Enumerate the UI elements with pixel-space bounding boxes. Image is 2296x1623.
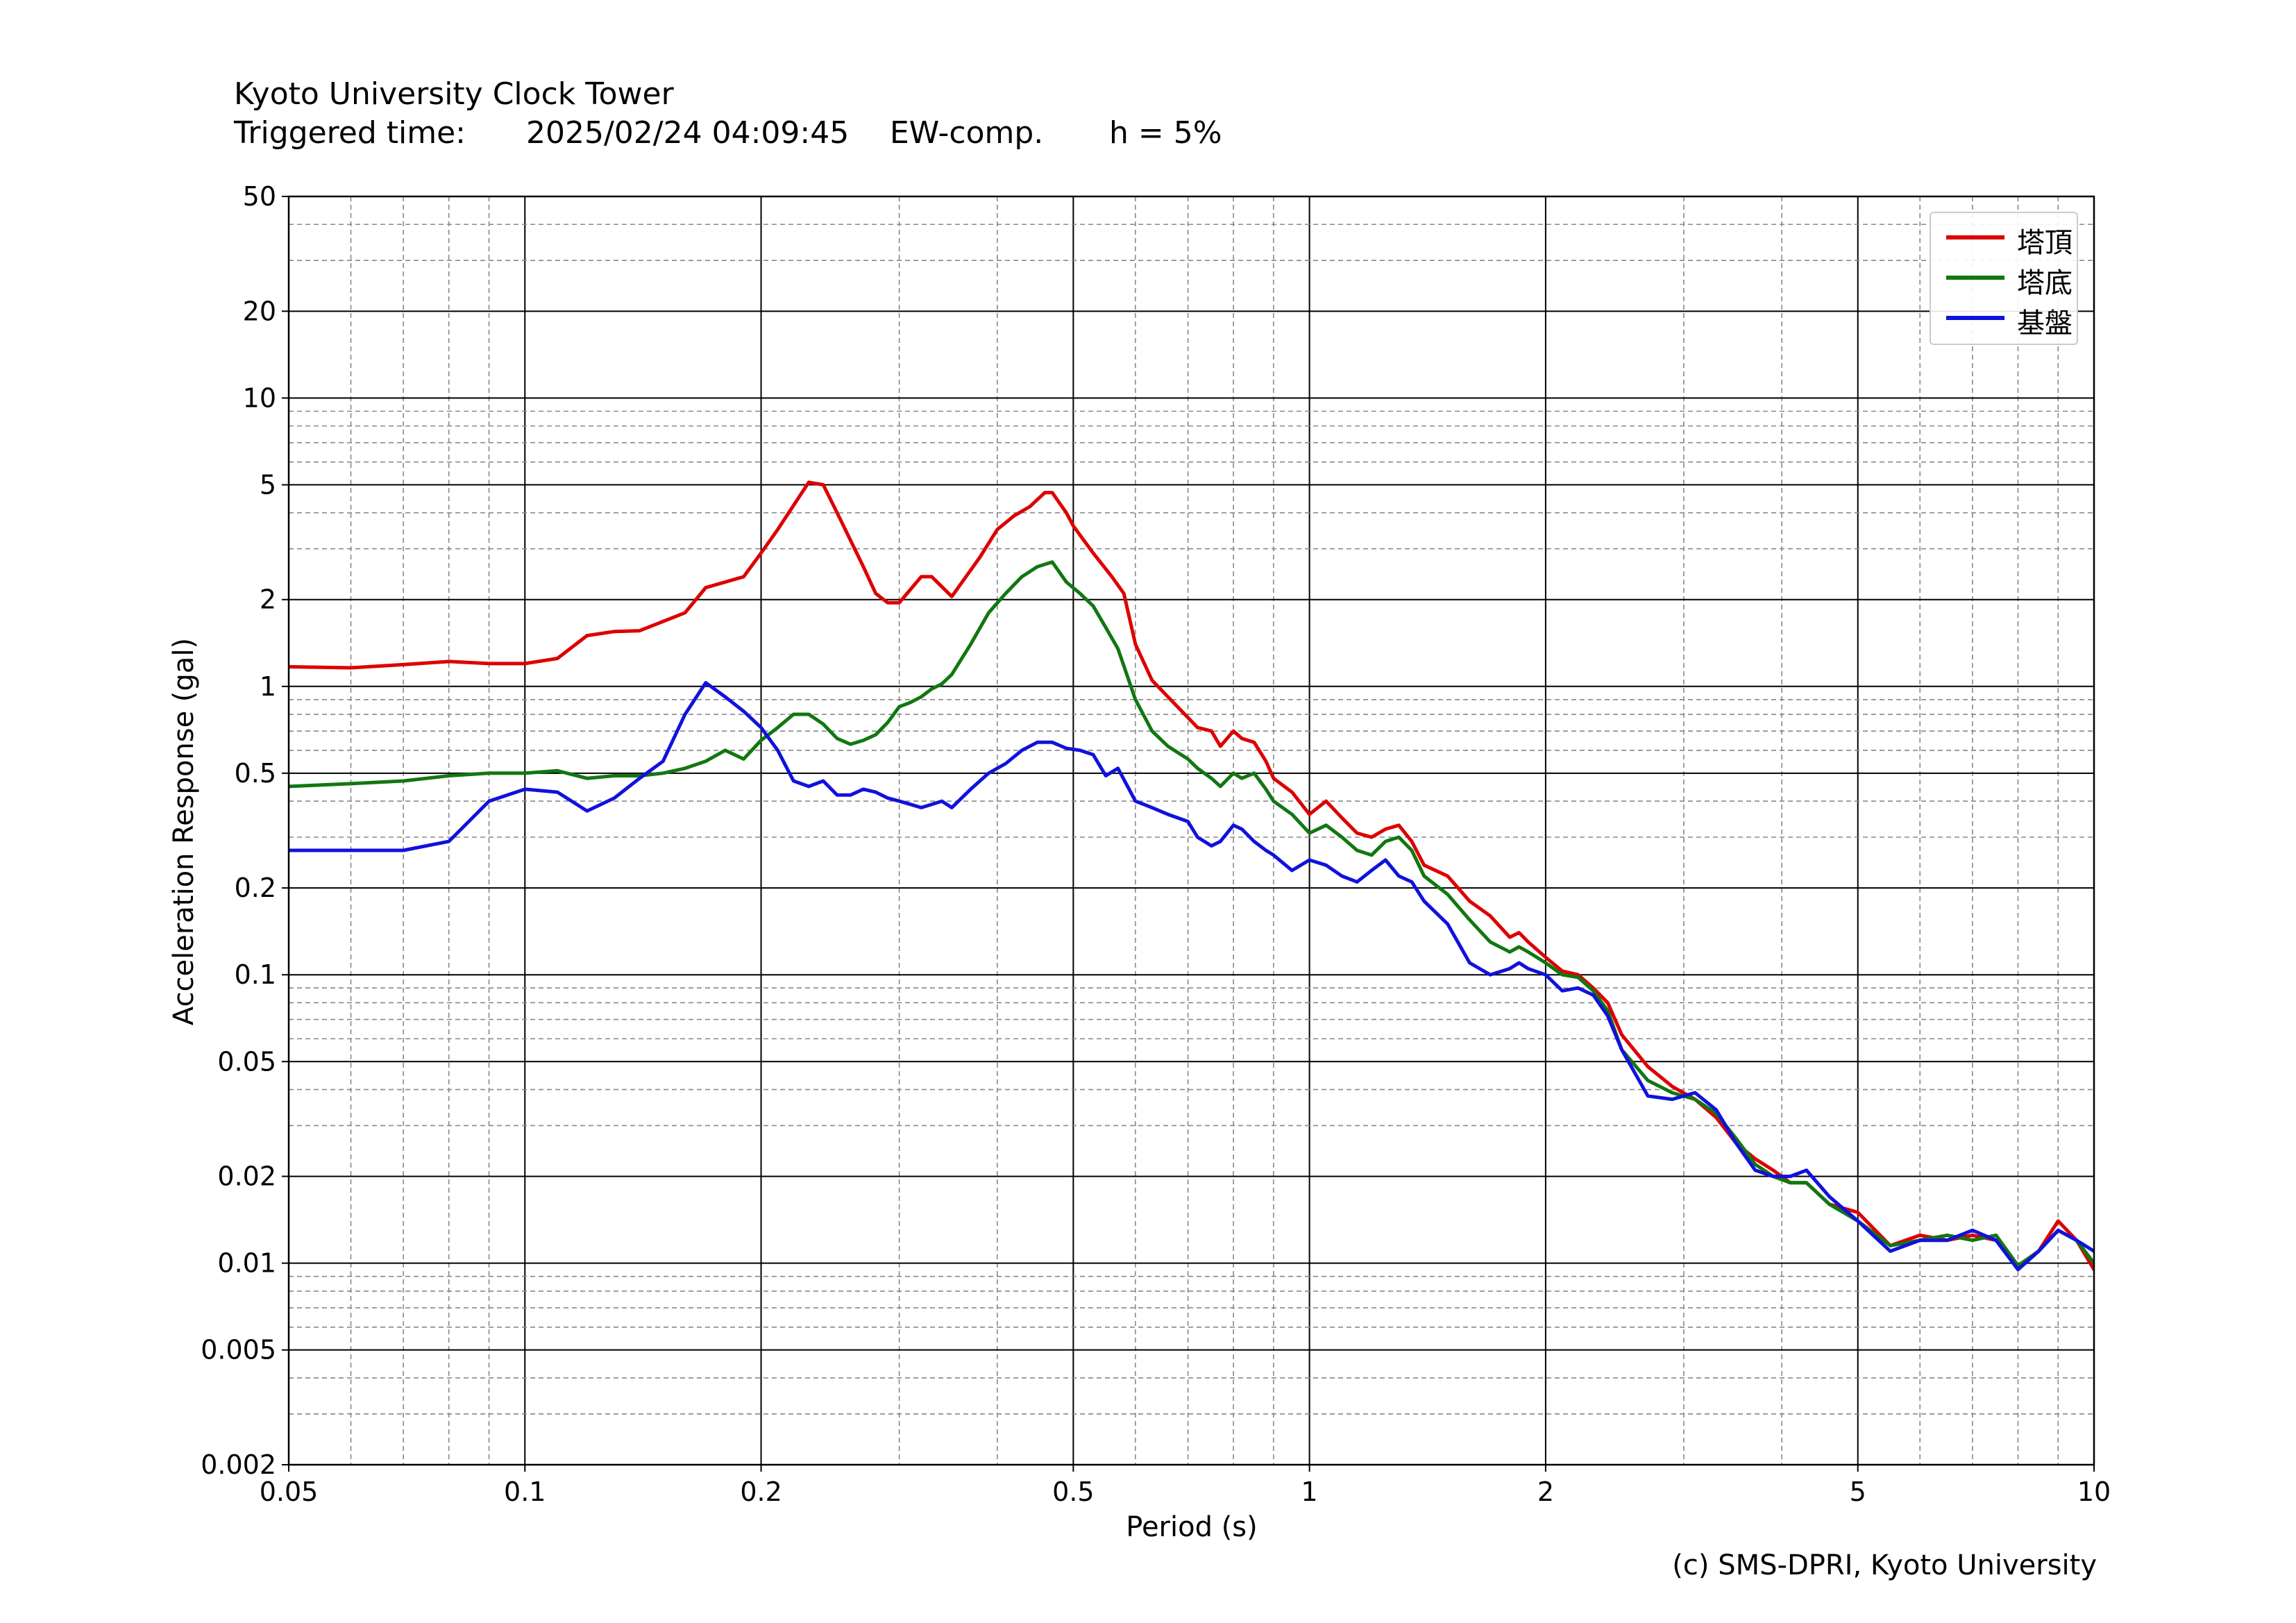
triggered-time: 2025/02/24 04:09:45: [526, 115, 850, 151]
legend-item-tower-top: 塔頂: [1931, 217, 2077, 259]
damping-label: h = 5%: [1109, 115, 1222, 151]
y-tick-label: 0.2: [235, 873, 276, 903]
x-tick-label: 0.1: [504, 1477, 546, 1507]
component-label: EW-comp.: [890, 115, 1044, 151]
y-tick-label: 10: [243, 382, 276, 413]
x-tick-label: 1: [1301, 1477, 1318, 1507]
y-tick-label: 0.1: [235, 959, 276, 990]
legend-item-tower-base: 塔底: [1931, 258, 2077, 299]
series-line-tower-base: [289, 560, 2094, 1268]
triggered-label: Triggered time:: [234, 115, 466, 151]
legend-item-bedrock: 基盤: [1931, 298, 2077, 339]
y-tick-label: 0.05: [217, 1046, 276, 1077]
y-tick-label: 1: [260, 671, 276, 702]
legend-swatch: [1946, 235, 2004, 239]
y-axis-label: Acceleration Response (gal): [168, 638, 200, 1025]
legend: 塔頂 塔底 基盤: [1930, 212, 2078, 345]
legend-label: 基盤: [2017, 308, 2073, 339]
legend-swatch: [1946, 276, 2004, 280]
x-tick-label: 2: [1537, 1477, 1554, 1507]
x-tick-label: 10: [2077, 1477, 2111, 1507]
x-tick-label: 0.05: [260, 1477, 319, 1507]
series-lines: [289, 480, 2094, 1272]
y-tick-label: 0.002: [201, 1449, 276, 1480]
credit-text: (c) SMS-DPRI, Kyoto University: [1672, 1549, 2097, 1581]
x-tick-label: 0.5: [1052, 1477, 1094, 1507]
y-tick-label: 0.01: [217, 1248, 276, 1279]
y-tick-label: 2: [260, 585, 276, 615]
legend-label: 塔底: [2017, 267, 2073, 299]
axis-ticks: 0.05 0.1 0.2 0.5 1 2 5 10 0.002 0.005 0.01 0.02 0.05…: [201, 181, 2111, 1507]
plot-frame: [287, 195, 2095, 1466]
x-axis-label: Period (s): [1126, 1511, 1258, 1543]
legend-label: 塔頂: [2017, 227, 2073, 259]
y-tick-label: 20: [243, 296, 276, 326]
y-tick-label: 0.02: [217, 1161, 276, 1192]
y-tick-label: 0.005: [201, 1335, 276, 1365]
y-tick-label: 50: [243, 181, 276, 212]
grid: [288, 196, 2095, 1465]
x-tick-label: 5: [1850, 1477, 1866, 1507]
series-line-bedrock: [289, 681, 2094, 1272]
chart-title: Kyoto University Clock Tower: [234, 76, 674, 112]
series-line-tower-top: [289, 480, 2094, 1272]
y-tick-label: 0.5: [235, 758, 276, 789]
y-tick-label: 5: [260, 469, 276, 500]
x-tick-label: 0.2: [740, 1477, 782, 1507]
legend-swatch: [1946, 316, 2004, 320]
